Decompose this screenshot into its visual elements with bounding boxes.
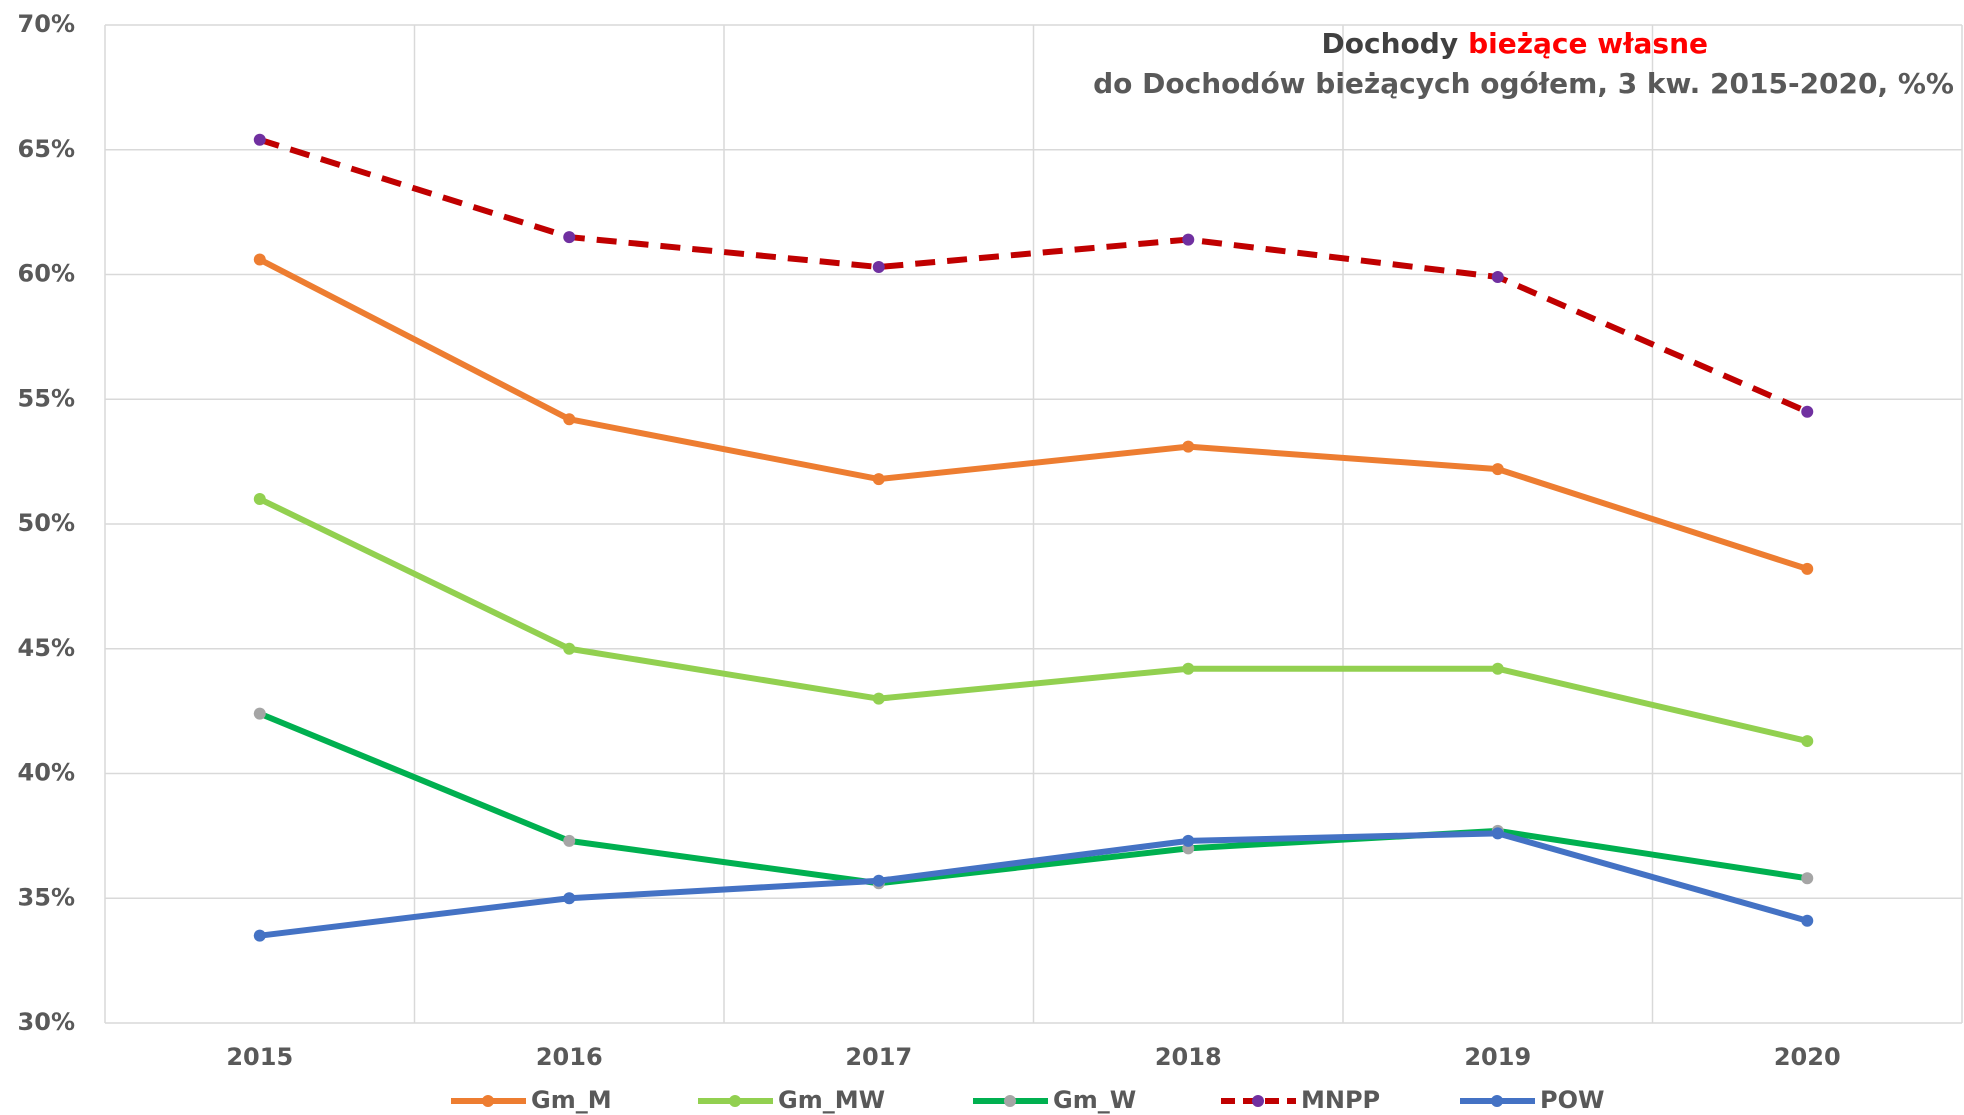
- data-point: [563, 231, 576, 244]
- legend-marker: [1004, 1095, 1016, 1107]
- x-tick-label: 2018: [1155, 1043, 1222, 1071]
- legend-marker: [482, 1095, 494, 1107]
- series-line: [258, 136, 1809, 415]
- x-tick-label: 2019: [1464, 1043, 1531, 1071]
- chart-title: Dochody bieżące własne: [1322, 27, 1708, 60]
- x-tick-label: 2017: [845, 1043, 912, 1071]
- legend-label: Gm_M: [531, 1086, 612, 1114]
- data-point: [563, 642, 576, 655]
- legend-marker: [729, 1095, 741, 1107]
- x-tick-label: 2015: [226, 1043, 293, 1071]
- title-part: Dochody: [1322, 27, 1459, 60]
- data-point: [1801, 562, 1814, 575]
- series-line: [258, 496, 1808, 744]
- data-point: [1491, 827, 1504, 840]
- data-point: [1801, 735, 1814, 748]
- data-point: [1801, 405, 1814, 418]
- legend-marker: [1252, 1095, 1264, 1107]
- title-part: bieżące własne: [1468, 27, 1708, 60]
- data-point: [253, 707, 266, 720]
- data-point: [872, 473, 885, 486]
- x-tick-label: 2020: [1774, 1043, 1841, 1071]
- y-tick-label: 70%: [18, 10, 75, 38]
- data-point: [563, 413, 576, 426]
- data-point: [1801, 914, 1814, 927]
- y-tick-label: 30%: [18, 1008, 75, 1036]
- data-point: [253, 133, 266, 146]
- data-point: [872, 874, 885, 887]
- data-point: [1801, 872, 1814, 885]
- y-tick-label: 35%: [18, 883, 75, 911]
- data-point: [253, 253, 266, 266]
- series-line: [259, 830, 1809, 939]
- chart-subtitle: do Dochodów bieżących ogółem, 3 kw. 2015…: [1093, 67, 1954, 100]
- legend-label: POW: [1540, 1086, 1604, 1114]
- y-tick-label: 40%: [18, 759, 75, 787]
- data-point: [563, 892, 576, 905]
- data-point: [1182, 233, 1195, 246]
- legend-marker: [1491, 1095, 1503, 1107]
- y-tick-label: 50%: [18, 509, 75, 537]
- legend-label: Gm_W: [1053, 1086, 1136, 1114]
- data-point: [1491, 270, 1504, 283]
- y-tick-label: 60%: [18, 260, 75, 288]
- data-point: [563, 834, 576, 847]
- data-point: [253, 493, 266, 506]
- series-line: [258, 710, 1808, 887]
- series-line: [258, 256, 1809, 572]
- legend-label: MNPP: [1301, 1086, 1380, 1114]
- data-point: [1491, 463, 1504, 476]
- legend-label: Gm_MW: [778, 1086, 885, 1114]
- x-tick-label: 2016: [536, 1043, 603, 1071]
- data-point: [1182, 662, 1195, 675]
- data-point: [253, 929, 266, 942]
- y-tick-label: 65%: [18, 135, 75, 163]
- data-point: [872, 692, 885, 705]
- data-point: [1182, 440, 1195, 453]
- data-point: [872, 261, 885, 274]
- y-tick-label: 45%: [18, 634, 75, 662]
- data-point: [1182, 834, 1195, 847]
- y-tick-label: 55%: [18, 384, 75, 412]
- data-point: [1491, 662, 1504, 675]
